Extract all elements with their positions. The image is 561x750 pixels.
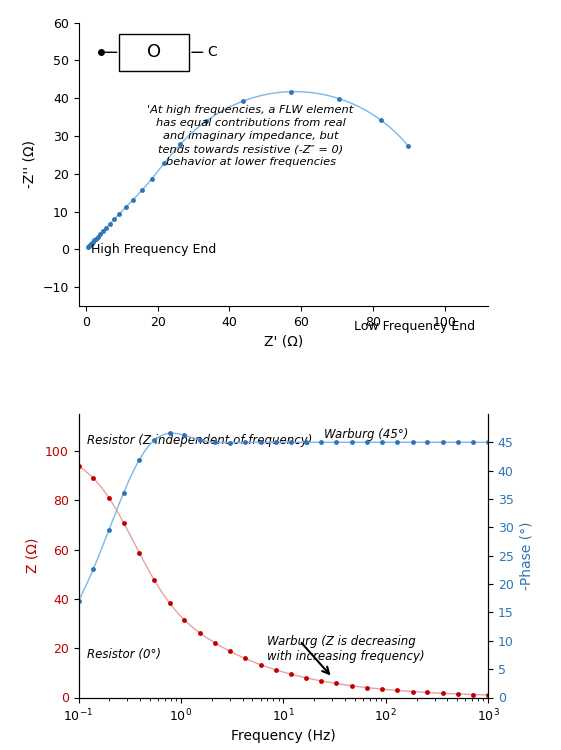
FancyBboxPatch shape (119, 34, 189, 70)
X-axis label: Frequency (Hz): Frequency (Hz) (231, 730, 335, 743)
Y-axis label: Z (Ω): Z (Ω) (25, 538, 39, 574)
Text: Resistor (Z independent of frequency): Resistor (Z independent of frequency) (87, 433, 312, 447)
Y-axis label: -Phase (°): -Phase (°) (519, 521, 533, 590)
X-axis label: Z' (Ω): Z' (Ω) (264, 334, 303, 349)
Text: Warburg (Z is decreasing
with increasing frequency): Warburg (Z is decreasing with increasing… (267, 635, 425, 663)
Y-axis label: -Z'' (Ω): -Z'' (Ω) (23, 140, 37, 188)
Text: Resistor (0°): Resistor (0°) (87, 648, 161, 661)
Text: Warburg (45°): Warburg (45°) (324, 428, 408, 441)
Text: 'At high frequencies, a FLW element
has equal contributions from real
and imagin: 'At high frequencies, a FLW element has … (148, 104, 353, 167)
Text: O: O (147, 44, 162, 62)
Text: C: C (208, 45, 217, 59)
Text: Low Frequency End: Low Frequency End (354, 320, 475, 333)
Text: High Frequency End: High Frequency End (91, 243, 216, 256)
